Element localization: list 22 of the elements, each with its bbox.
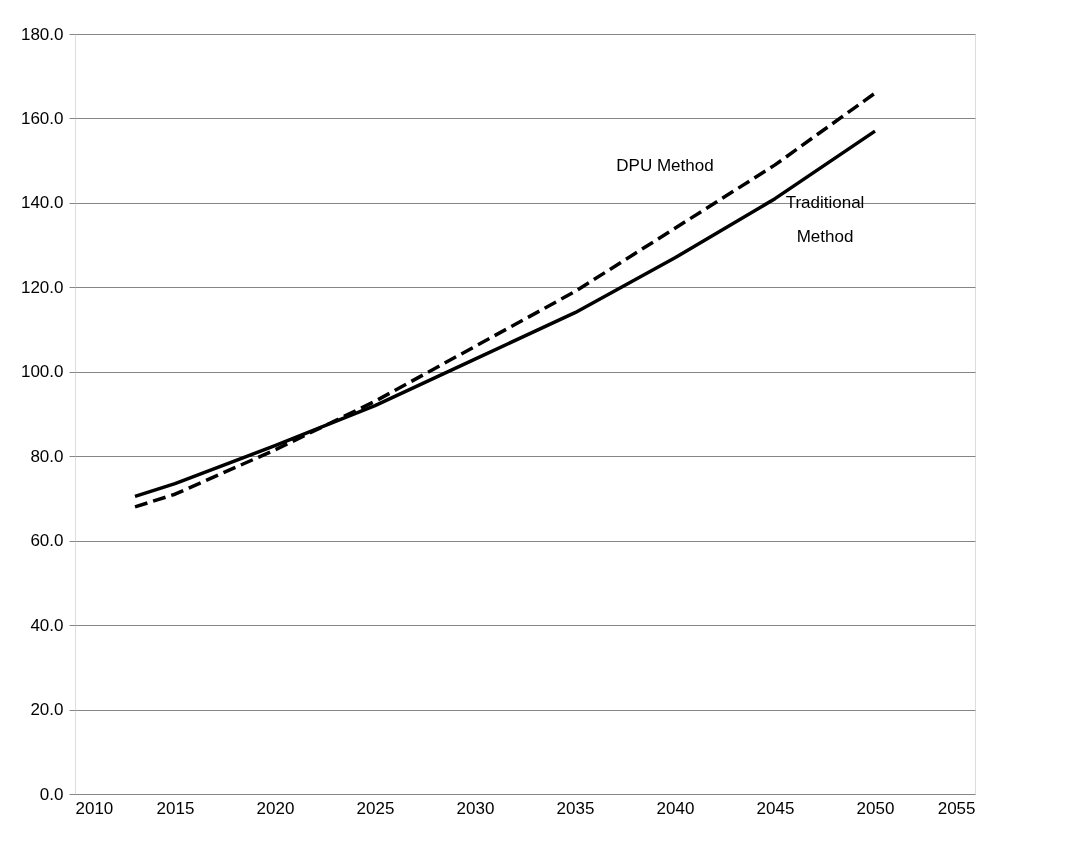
y-tick-label: 60.0 <box>30 531 64 551</box>
x-tick-label: 2030 <box>456 798 495 818</box>
y-tick-label: 160.0 <box>20 108 64 128</box>
y-tick-label: 120.0 <box>20 277 64 297</box>
x-tick-label: 2045 <box>756 798 795 818</box>
y-tick-label: 40.0 <box>30 615 64 635</box>
series-label: Traditional Method <box>785 193 865 247</box>
y-tick-label: 80.0 <box>30 446 64 466</box>
x-tick-label: 2010 <box>75 798 114 818</box>
y-tick-label: 0.0 <box>39 784 64 804</box>
y-tick-label: 140.0 <box>20 193 64 213</box>
x-tick-label: 2040 <box>656 798 695 818</box>
x-tick-label: 2055 <box>937 798 976 818</box>
series-label: DPU Method <box>616 156 714 176</box>
x-tick-label: 2020 <box>256 798 295 818</box>
x-tick-label: 2015 <box>156 798 195 818</box>
y-tick-label: 20.0 <box>30 700 64 720</box>
y-tick-label: 180.0 <box>20 24 64 44</box>
x-tick-label: 2050 <box>856 798 895 818</box>
x-tick-label: 2035 <box>556 798 595 818</box>
y-tick-label: 100.0 <box>20 362 64 382</box>
x-tick-label: 2025 <box>356 798 395 818</box>
